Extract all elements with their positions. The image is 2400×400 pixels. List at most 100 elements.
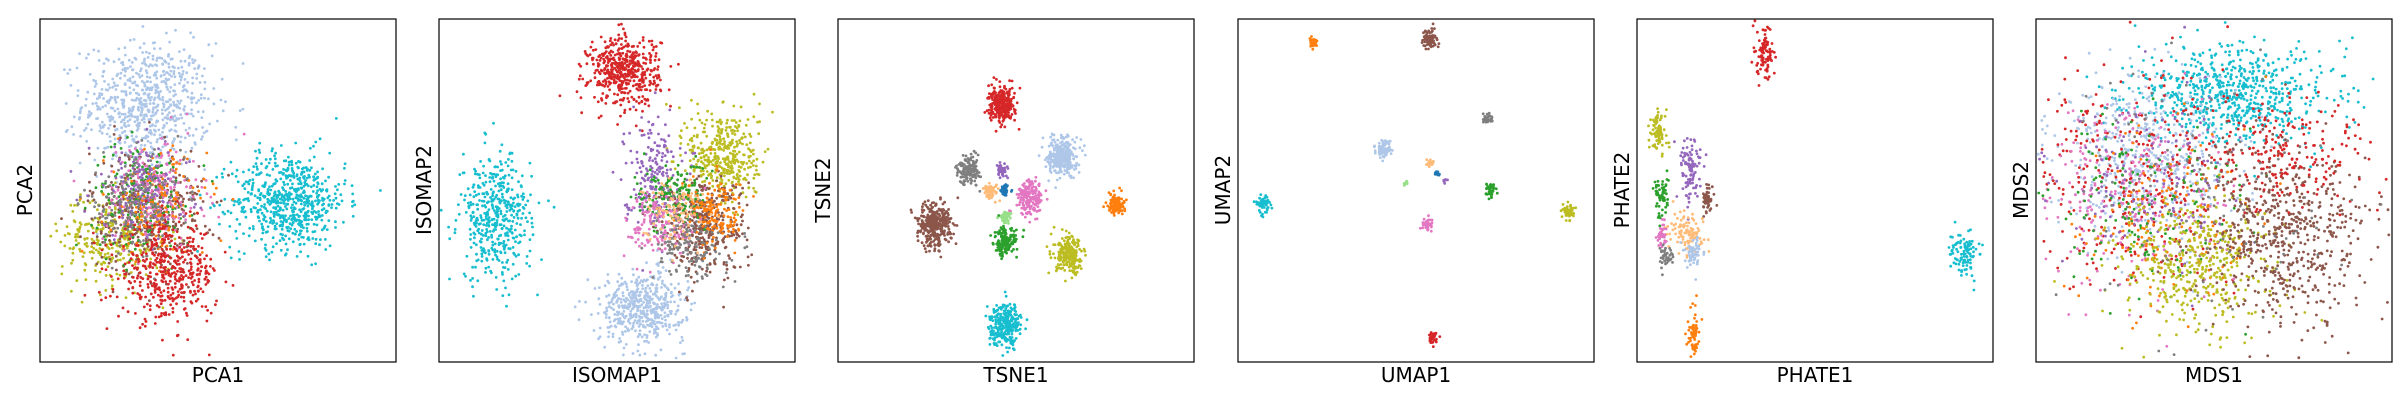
scatter-point (88, 189, 92, 193)
scatter-point (200, 251, 204, 254)
scatter-point (167, 65, 171, 69)
scatter-point (492, 179, 496, 183)
scatter-point (480, 259, 484, 263)
scatter-point (121, 216, 124, 220)
scatter-point (340, 199, 344, 203)
scatter-point (163, 116, 167, 119)
scatter-point (108, 98, 112, 102)
scatter-point (525, 262, 529, 265)
scatter-point (114, 234, 117, 238)
scatter-point (607, 335, 610, 339)
scatter-point (83, 262, 87, 265)
scatter-point (161, 306, 165, 310)
scatter-point (480, 229, 484, 232)
scatter-point (166, 113, 170, 117)
scatter-point (78, 221, 82, 225)
scatter-point (261, 225, 264, 229)
scatter-point (320, 214, 324, 217)
scatter-point (140, 150, 144, 154)
scatter-point (154, 91, 158, 95)
scatter-point (483, 195, 487, 199)
scatter-point (507, 228, 510, 231)
scatter-point (256, 196, 260, 200)
scatter-point (294, 196, 298, 200)
scatter-point (180, 195, 183, 198)
scatter-point (187, 157, 191, 161)
scatter-point (55, 229, 59, 233)
scatter-point (182, 122, 186, 125)
scatter-point (155, 194, 159, 198)
scatter-point (601, 83, 605, 87)
scatter-point (169, 86, 173, 89)
scatter-point (112, 195, 116, 199)
scatter-point (193, 279, 197, 282)
scatter-point (705, 170, 709, 173)
scatter-point (122, 104, 126, 108)
scatter-point (179, 158, 182, 162)
scatter-point (100, 120, 104, 124)
scatter-point (255, 173, 258, 177)
scatter-point (166, 220, 170, 224)
scatter-point (159, 291, 163, 294)
scatter-point (623, 108, 627, 112)
scatter-point (110, 266, 114, 270)
scatter-point (641, 39, 645, 42)
scatter-point (106, 58, 110, 62)
scatter-point (522, 207, 526, 210)
scatter-point (288, 222, 292, 226)
scatter-point (138, 284, 142, 288)
scatter-point (192, 245, 195, 248)
scatter-point (305, 222, 309, 226)
scatter-point (521, 212, 525, 215)
scatter-point (227, 173, 230, 177)
scatter-point (226, 209, 230, 213)
scatter-point (195, 227, 199, 231)
scatter-point (109, 243, 113, 247)
scatter-point (133, 147, 137, 151)
scatter-point (174, 215, 178, 219)
scatter-point (180, 224, 183, 227)
scatter-point (108, 86, 112, 90)
scatter-point (189, 31, 193, 35)
scatter-point (600, 97, 603, 100)
scatter-point (260, 237, 263, 241)
scatter-point (613, 292, 616, 295)
scatter-point (204, 232, 208, 236)
scatter-point (655, 84, 658, 88)
scatter-point (95, 235, 99, 239)
scatter-point (118, 138, 122, 142)
scatter-point (617, 319, 621, 323)
scatter-point (253, 194, 257, 198)
scatter-point (164, 179, 167, 183)
scatter-point (123, 83, 127, 86)
scatter-point (629, 309, 633, 313)
scatter-point (575, 90, 579, 93)
scatter-point (155, 119, 159, 123)
scatter-point (594, 48, 598, 51)
scatter-point (278, 206, 282, 210)
scatter-point (260, 211, 264, 215)
scatter-point (162, 289, 166, 293)
scatter-point (608, 74, 612, 78)
scatter-point (169, 247, 172, 251)
scatter-point (315, 223, 319, 227)
scatter-point (170, 203, 173, 206)
scatter-point (558, 94, 562, 98)
scatter-point (616, 93, 620, 97)
scatter-point (626, 306, 630, 310)
scatter-point (664, 102, 668, 106)
scatter-point (480, 237, 483, 241)
scatter-point (654, 74, 658, 77)
scatter-point (312, 155, 316, 159)
scatter-point (167, 271, 171, 275)
scatter-point (242, 170, 245, 174)
scatter-point (311, 202, 314, 206)
scatter-point (476, 218, 479, 222)
scatter-point (650, 39, 654, 43)
scatter-point (650, 283, 653, 286)
scatter-point (172, 109, 175, 113)
scatter-point (169, 196, 172, 200)
scatter-point (612, 308, 616, 311)
scatter-point (131, 68, 134, 72)
scatter-point (165, 244, 169, 248)
